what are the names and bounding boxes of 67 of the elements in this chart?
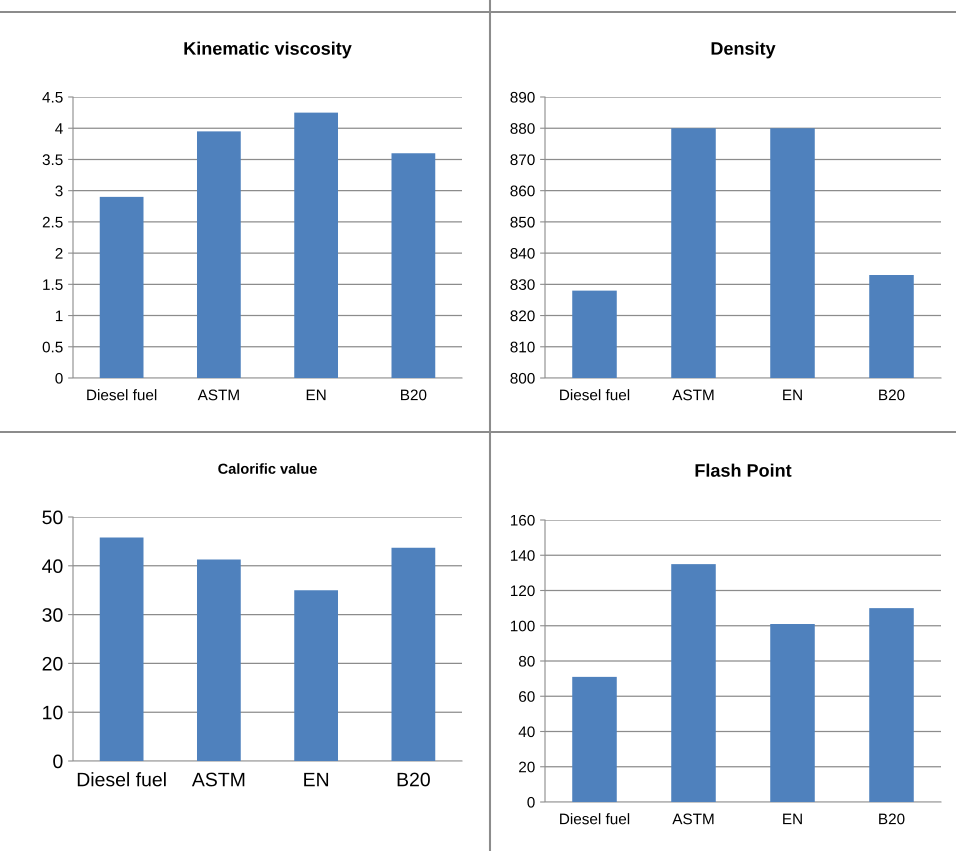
bar	[770, 624, 815, 802]
y-tick-label: 160	[510, 514, 535, 526]
y-tick-label: 820	[510, 310, 535, 322]
x-tick-label: ASTM	[672, 390, 714, 400]
y-tick-label: 1	[56, 310, 63, 322]
y-tick-label: 880	[510, 123, 535, 134]
y-tick-label: 0	[55, 372, 63, 384]
y-tick-label: 860	[510, 186, 535, 196]
y-tick-label: 890	[510, 92, 535, 103]
bar	[294, 590, 338, 761]
bar	[391, 548, 436, 761]
bar	[100, 537, 144, 761]
y-tick-label: 830	[510, 279, 535, 290]
y-tick-label: 2	[56, 248, 63, 259]
chart-title: Calorific value	[218, 463, 317, 474]
x-tick-label: B20	[879, 390, 904, 400]
y-tick-label: 10	[43, 706, 63, 720]
y-tick-label: 120	[510, 585, 535, 596]
bar	[391, 153, 436, 378]
y-tick-label: 40	[518, 726, 535, 738]
y-tick-label: 100	[510, 620, 535, 632]
y-tick-label: 0.5	[42, 342, 63, 352]
x-tick-label: EN	[306, 390, 326, 400]
y-tick-label: 40	[42, 559, 63, 574]
y-tick-label: 1.5	[43, 279, 63, 290]
y-tick-label: 20	[519, 762, 535, 772]
bar	[869, 608, 914, 802]
x-tick-label: EN	[783, 390, 802, 400]
x-tick-label: Diesel fuel	[560, 813, 630, 824]
x-tick-label: B20	[401, 390, 426, 400]
y-tick-label: 870	[510, 154, 535, 166]
bar	[671, 564, 716, 802]
y-tick-label: 80	[518, 656, 535, 667]
y-tick-label: 20	[42, 656, 63, 671]
y-tick-label: 50	[42, 510, 63, 524]
y-tick-label: 4.5	[42, 92, 63, 103]
y-tick-label: 60	[519, 691, 535, 702]
y-tick-label: 30	[42, 608, 63, 622]
x-tick-label: ASTM	[192, 772, 244, 786]
x-tick-label: B20	[398, 772, 430, 786]
x-tick-label: Diesel fuel	[560, 389, 630, 400]
x-tick-label: ASTM	[198, 390, 239, 400]
bar	[294, 112, 338, 378]
x-tick-label: Diesel fuel	[87, 389, 156, 400]
y-tick-label: 810	[510, 342, 535, 352]
bar	[100, 196, 144, 378]
chart-title: Flash Point	[696, 464, 792, 477]
y-tick-label: 850	[510, 216, 535, 228]
x-tick-label: ASTM	[672, 814, 714, 824]
y-tick-label: 3	[55, 186, 63, 196]
x-tick-label: EN	[304, 772, 328, 786]
x-tick-label: B20	[879, 814, 904, 824]
bar	[572, 676, 617, 802]
y-tick-label: 2.5	[42, 216, 63, 228]
y-tick-label: 3.5	[42, 154, 63, 166]
y-tick-label: 0	[527, 796, 535, 808]
y-tick-label: 0	[53, 754, 63, 768]
bar	[196, 131, 241, 378]
y-tick-label: 800	[510, 372, 535, 384]
bar	[196, 559, 241, 761]
chart-title: Kinematic viscosity	[184, 42, 352, 58]
y-tick-label: 840	[510, 248, 535, 259]
x-tick-label: EN	[783, 814, 802, 824]
x-tick-label: Diesel fuel	[78, 772, 166, 786]
y-tick-label: 4	[55, 123, 63, 134]
y-tick-label: 140	[510, 550, 535, 561]
chart-title: Density	[712, 42, 776, 58]
